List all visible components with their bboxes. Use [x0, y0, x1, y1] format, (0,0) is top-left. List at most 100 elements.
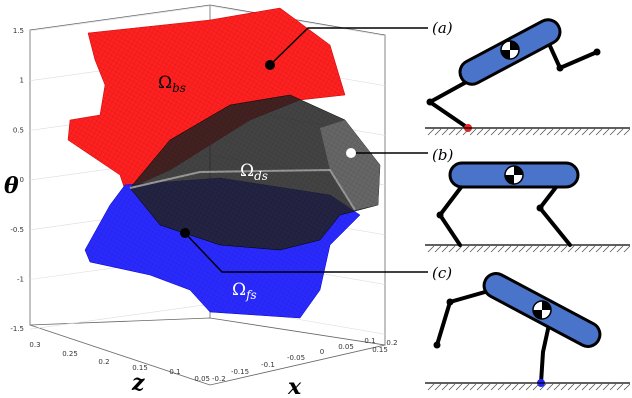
- ground-hatch: [609, 383, 617, 391]
- robot-b: [436, 161, 580, 247]
- ground-hatch: [490, 383, 498, 391]
- pointer: [184, 232, 428, 273]
- ground-hatch: [525, 245, 533, 253]
- x-tick-label: 0.15: [372, 346, 388, 354]
- ground-hatch: [609, 245, 617, 253]
- x-tick-label: -0.2: [212, 375, 226, 383]
- ground-hatch: [595, 245, 603, 253]
- ground-hatch: [616, 128, 624, 136]
- ground-hatch: [455, 128, 463, 136]
- z-tick-label: 0.05: [194, 375, 210, 383]
- ground-hatch: [504, 383, 512, 391]
- ground-hatch: [588, 128, 596, 136]
- ground-hatch: [441, 245, 449, 253]
- ground-hatch: [525, 383, 533, 391]
- ground-hatch: [546, 128, 554, 136]
- theta-tick-label: 1.5: [13, 27, 24, 35]
- ground-hatch: [427, 128, 435, 136]
- ground-hatch: [483, 128, 491, 136]
- panel-label: (b): [432, 146, 453, 164]
- ground-hatch: [518, 383, 526, 391]
- panel-label: (c): [432, 264, 452, 282]
- ground-hatch: [448, 245, 456, 253]
- ground-hatch: [588, 383, 596, 391]
- ground-hatch: [623, 383, 631, 391]
- ground-hatch: [469, 245, 477, 253]
- pointer-dot: [346, 148, 356, 158]
- ground-hatch: [609, 128, 617, 136]
- z-tick-label: 0.1: [169, 368, 180, 376]
- ground-hatch: [560, 128, 568, 136]
- ground-hatch: [581, 128, 589, 136]
- x-tick-label: -0.1: [261, 361, 275, 369]
- ground-hatch: [462, 245, 470, 253]
- ground-hatch: [448, 383, 456, 391]
- z-tick-label: 0.25: [62, 350, 78, 358]
- ground-hatch: [539, 383, 547, 391]
- ground-hatch: [581, 245, 589, 253]
- region-label: Ωbs: [158, 73, 186, 95]
- axis-label: θ: [4, 173, 19, 199]
- theta-tick-label: 0: [20, 176, 24, 184]
- ground-hatch: [441, 128, 449, 136]
- theta-tick-label: -1.5: [10, 325, 24, 333]
- ground-hatch: [539, 128, 547, 136]
- region-label: Ωds: [240, 161, 268, 183]
- theta-tick-label: 0.5: [13, 126, 24, 134]
- axis-label: z: [131, 370, 145, 396]
- pointer: [269, 27, 428, 66]
- ground-hatch: [616, 383, 624, 391]
- ground-hatch: [581, 383, 589, 391]
- ground-hatch: [532, 383, 540, 391]
- ground-hatch: [497, 245, 505, 253]
- ground-hatch: [476, 383, 484, 391]
- ground-hatch: [567, 383, 575, 391]
- ground-hatch: [511, 128, 519, 136]
- ground-hatch: [546, 245, 554, 253]
- ground-hatch: [441, 383, 449, 391]
- theta-tick-label: -0.5: [10, 226, 24, 234]
- z-tick-label: 0.2: [98, 358, 109, 366]
- ground-hatch: [448, 128, 456, 136]
- ground-hatch: [567, 128, 575, 136]
- ground-hatch: [497, 383, 505, 391]
- ground-hatch: [490, 245, 498, 253]
- ground-hatch: [588, 245, 596, 253]
- ground-hatch: [504, 245, 512, 253]
- x-tick-label: 0: [320, 348, 324, 356]
- x-tick-label: 0.2: [386, 339, 397, 347]
- ground-hatch: [560, 245, 568, 253]
- ground-hatch: [532, 245, 540, 253]
- ground-hatch: [518, 245, 526, 253]
- x-tick-label: -0.05: [287, 354, 305, 362]
- ground-hatch: [483, 245, 491, 253]
- ground-hatch: [574, 383, 582, 391]
- robot-a: [426, 18, 601, 132]
- ground-hatch: [539, 245, 547, 253]
- x-tick-label: 0.1: [364, 337, 375, 345]
- ground-hatch: [616, 245, 624, 253]
- ground-hatch: [595, 128, 603, 136]
- ground-hatch: [462, 128, 470, 136]
- ground-hatch: [553, 383, 561, 391]
- axis-label: x: [287, 374, 302, 398]
- panel-label: (a): [432, 19, 453, 37]
- ground-hatch: [623, 128, 631, 136]
- ground-hatch: [434, 245, 442, 253]
- ground-hatch: [574, 245, 582, 253]
- ground-hatch: [525, 128, 533, 136]
- pointer-dot: [265, 60, 275, 70]
- ground-hatch: [623, 245, 631, 253]
- ground-hatch: [455, 245, 463, 253]
- ground-hatch: [511, 245, 519, 253]
- region-label: Ωfs: [232, 280, 257, 302]
- grid-line: [29, 5, 211, 32]
- ground-hatch: [469, 128, 477, 136]
- ground-hatch: [455, 383, 463, 391]
- ground-hatch: [595, 383, 603, 391]
- ground-hatch: [511, 383, 519, 391]
- x-tick-label: -0.15: [231, 368, 249, 376]
- ground-hatch: [462, 383, 470, 391]
- ground-hatch: [602, 245, 610, 253]
